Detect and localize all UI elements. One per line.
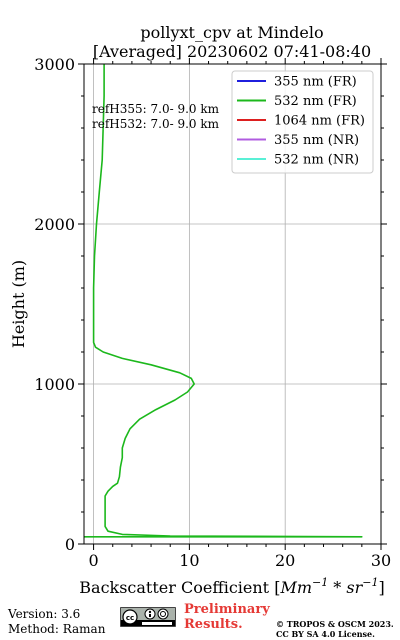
chart-title-line-2: [Averaged] 20230602 07:41-08:40 — [93, 42, 371, 61]
annotations: refH355: 7.0- 9.0 km refH532: 7.0- 9.0 k… — [92, 102, 220, 131]
y-tick-label-0: 0 — [65, 535, 75, 554]
legend-label-2: 1064 nm (FR) — [274, 114, 365, 129]
x-tick-label-3: 30 — [371, 551, 391, 570]
legend-label-1: 532 nm (FR) — [274, 94, 357, 109]
x-axis-unit-base: Mm — [279, 578, 312, 597]
preliminary-line-2: Results. — [184, 617, 243, 632]
method-text: Method: Raman — [8, 622, 106, 636]
x-axis-unit-close: ] — [378, 578, 384, 597]
x-axis-unit-open: [ — [269, 578, 280, 597]
annotation-refh532: refH532: 7.0- 9.0 km — [92, 117, 220, 131]
plot-series-group — [84, 64, 363, 538]
axis-ticks — [78, 58, 387, 550]
copyright-notice: © TROPOS & OSCM 2023. CC BY SA 4.0 Licen… — [276, 619, 394, 639]
cc-icon — [122, 609, 138, 625]
axis-tick-labels: 0 10 20 30 0 1000 2000 3000 — [34, 55, 391, 570]
x-tick-label-0: 0 — [88, 551, 98, 570]
preliminary-notice: Preliminary Results. — [184, 602, 270, 632]
legend: 355 nm (FR) 532 nm (FR) 1064 nm (FR) 355 nm… — [231, 70, 374, 174]
preliminary-line-1: Preliminary — [184, 602, 270, 617]
y-tick-label-1: 1000 — [34, 375, 75, 394]
y-tick-label-3: 3000 — [34, 55, 75, 74]
sa-icon — [157, 608, 169, 620]
legend-label-3: 355 nm (NR) — [274, 133, 359, 148]
cc-by-sa-logo: cc — [120, 607, 176, 627]
annotation-refh355: refH355: 7.0- 9.0 km — [92, 102, 220, 116]
copyright-line-2: CC BY SA 4.0 License. — [276, 628, 375, 639]
chart-title-line-1: pollyxt_cpv at Mindelo — [140, 23, 323, 42]
legend-label-0: 355 nm (FR) — [274, 75, 357, 90]
x-tick-label-1: 10 — [179, 551, 199, 570]
x-axis-unit-exp-1: −1 — [312, 576, 328, 589]
series-line-0 — [84, 64, 363, 538]
version-text: Version: 3.6 — [8, 607, 81, 621]
y-tick-label-2: 2000 — [34, 215, 75, 234]
plot-frame — [83, 63, 382, 545]
x-axis-unit-exp-2: −1 — [362, 576, 378, 589]
legend-box — [231, 70, 374, 174]
svg-text:cc: cc — [126, 614, 134, 622]
copyright-line-1: © TROPOS & OSCM 2023. — [276, 619, 394, 629]
legend-label-4: 532 nm (NR) — [274, 153, 359, 168]
x-axis-label-text: Backscatter Coefficient — [79, 578, 269, 597]
x-axis-label: Backscatter Coefficient [Mm−1 * sr−1] — [79, 576, 384, 597]
x-tick-label-2: 20 — [275, 551, 295, 570]
x-axis-unit-mid: * sr — [328, 578, 363, 597]
y-axis-label: Height (m) — [9, 260, 28, 348]
